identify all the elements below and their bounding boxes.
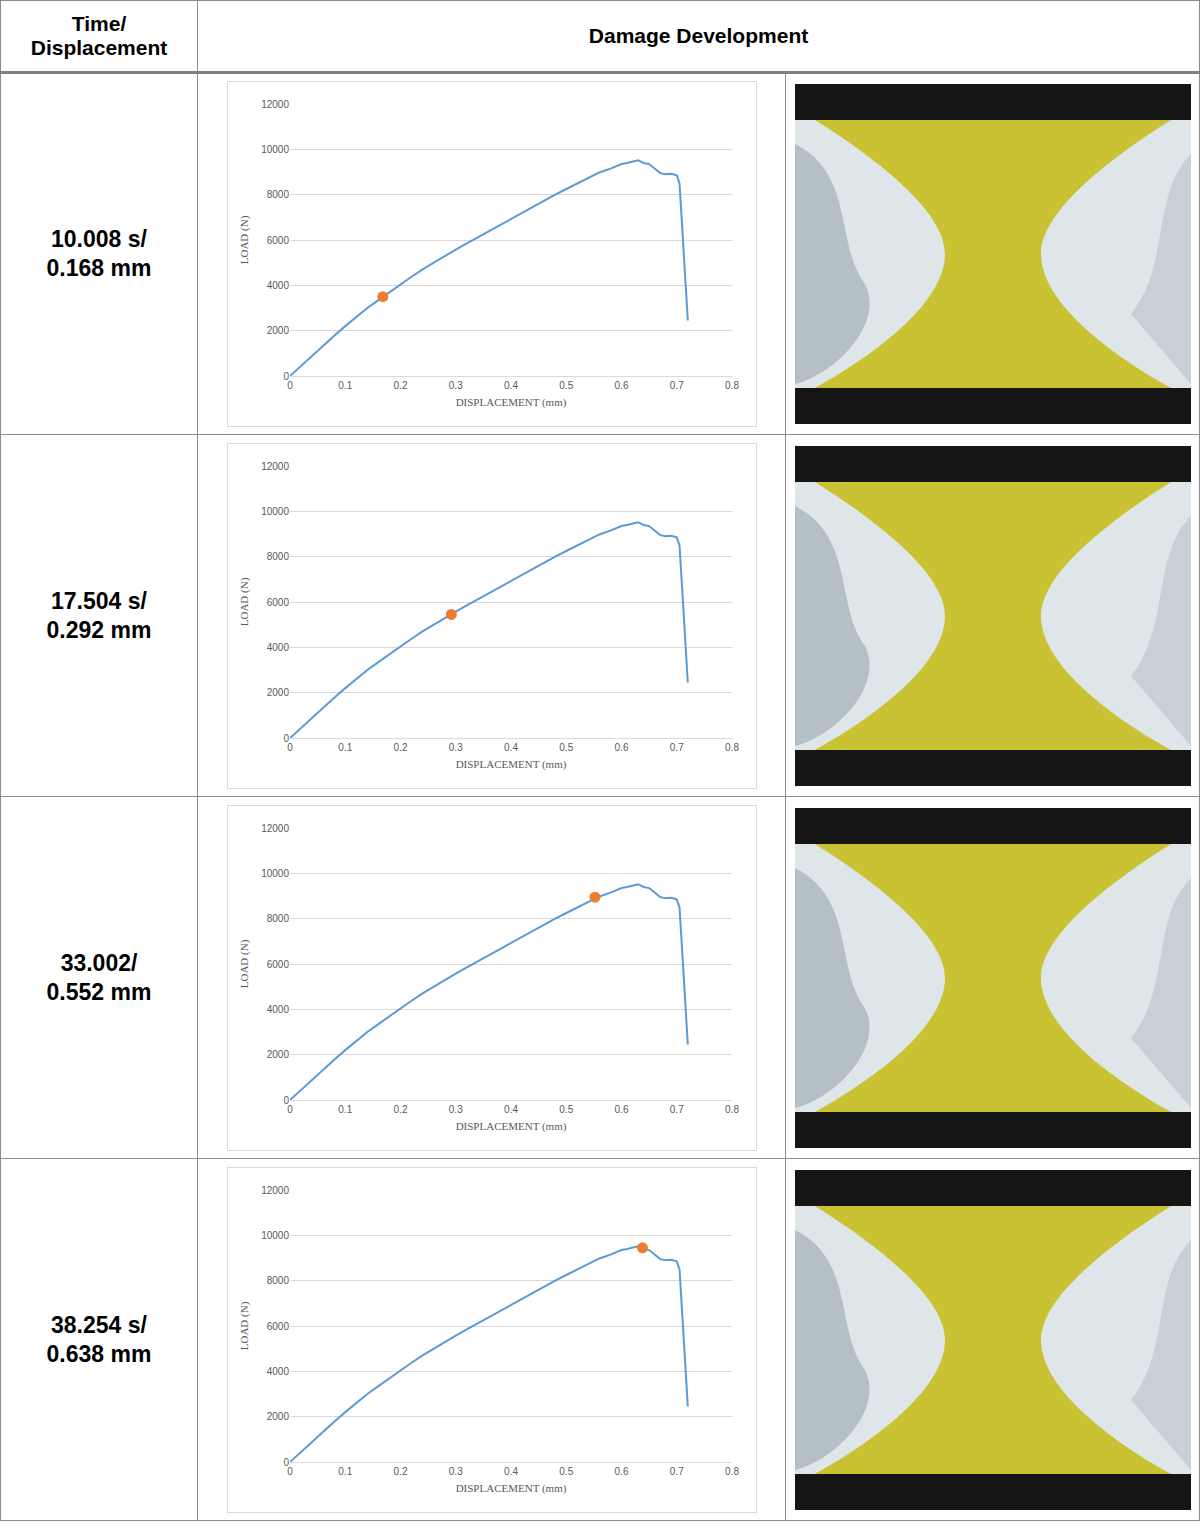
svg-text:12000: 12000 — [261, 460, 289, 471]
svg-text:0.2: 0.2 — [393, 742, 407, 753]
svg-text:12000: 12000 — [261, 99, 289, 110]
svg-text:0.4: 0.4 — [504, 380, 518, 391]
svg-text:2000: 2000 — [266, 1411, 289, 1422]
svg-text:12000: 12000 — [261, 822, 289, 833]
html-text:0.168 mm: 0.168 mm — [46, 255, 152, 281]
svg-text:0: 0 — [287, 380, 293, 391]
svg-text:0.5: 0.5 — [559, 1466, 573, 1477]
svg-text:6000: 6000 — [266, 596, 289, 607]
svg-text:0: 0 — [283, 371, 289, 382]
svg-text:2000: 2000 — [266, 1049, 289, 1060]
svg-text:0.1: 0.1 — [338, 1466, 352, 1477]
svg-text:0.6: 0.6 — [614, 1104, 628, 1115]
svg-text:0.1: 0.1 — [338, 380, 352, 391]
svg-text:0: 0 — [283, 1456, 289, 1467]
svg-text:0.7: 0.7 — [669, 380, 683, 391]
html-text:0.638 mm: 0.638 mm — [46, 1340, 152, 1367]
svg-text:0.6: 0.6 — [614, 742, 628, 753]
svg-text:0.7: 0.7 — [669, 1104, 683, 1115]
svg-text:4000: 4000 — [266, 280, 289, 291]
svg-text:0.5: 0.5 — [559, 742, 573, 753]
svg-text:0.5: 0.5 — [559, 380, 573, 391]
svg-text:10000: 10000 — [261, 144, 289, 155]
html-text:33.002/: 33.002/ — [60, 949, 138, 976]
svg-text:0: 0 — [287, 1466, 293, 1477]
svg-text:0.2: 0.2 — [393, 1104, 407, 1115]
svg-text:0.1: 0.1 — [338, 742, 352, 753]
svg-text:0.7: 0.7 — [669, 742, 683, 753]
svg-text:2000: 2000 — [266, 687, 289, 698]
svg-text:0.4: 0.4 — [504, 742, 518, 753]
svg-text:0: 0 — [287, 1104, 293, 1115]
svg-text:6000: 6000 — [266, 235, 289, 246]
svg-text:10000: 10000 — [261, 505, 289, 516]
svg-text:DISPLACEMENT (mm): DISPLACEMENT (mm) — [455, 396, 566, 409]
svg-text:0.1: 0.1 — [338, 1104, 352, 1115]
html-text:Time/: Time/ — [71, 12, 127, 35]
html-text:Damage Development: Damage Development — [588, 24, 809, 47]
svg-text:DISPLACEMENT (mm): DISPLACEMENT (mm) — [455, 1120, 566, 1133]
svg-text:LOAD (N): LOAD (N) — [237, 939, 250, 988]
html-text:0.292 mm: 0.292 mm — [46, 616, 152, 643]
svg-text:DISPLACEMENT (mm): DISPLACEMENT (mm) — [455, 758, 566, 771]
svg-text:0.3: 0.3 — [448, 1104, 462, 1115]
svg-text:0.8: 0.8 — [725, 742, 739, 753]
svg-text:LOAD (N): LOAD (N) — [237, 577, 250, 626]
svg-text:0.8: 0.8 — [725, 1466, 739, 1477]
svg-text:0: 0 — [287, 742, 293, 753]
svg-text:8000: 8000 — [266, 1275, 289, 1286]
svg-text:LOAD (N): LOAD (N) — [237, 215, 250, 264]
svg-text:0.2: 0.2 — [393, 380, 407, 391]
html-text:Displacement: Displacement — [30, 36, 168, 59]
svg-text:0.4: 0.4 — [504, 1104, 518, 1115]
svg-text:8000: 8000 — [266, 913, 289, 924]
svg-text:0.7: 0.7 — [669, 1466, 683, 1477]
svg-text:0.2: 0.2 — [393, 1466, 407, 1477]
svg-text:4000: 4000 — [266, 1003, 289, 1014]
html-text:0.552 mm: 0.552 mm — [46, 978, 152, 1005]
svg-text:0.3: 0.3 — [448, 380, 462, 391]
svg-text:0: 0 — [283, 1094, 289, 1105]
svg-text:6000: 6000 — [266, 958, 289, 969]
svg-text:8000: 8000 — [266, 189, 289, 200]
svg-text:0: 0 — [283, 732, 289, 743]
svg-text:LOAD (N): LOAD (N) — [237, 1301, 250, 1350]
svg-text:0.6: 0.6 — [614, 1466, 628, 1477]
svg-text:0.8: 0.8 — [725, 1104, 739, 1115]
svg-text:4000: 4000 — [266, 641, 289, 652]
svg-text:0.3: 0.3 — [448, 742, 462, 753]
svg-text:10000: 10000 — [261, 1229, 289, 1240]
svg-text:6000: 6000 — [266, 1320, 289, 1331]
svg-text:12000: 12000 — [261, 1184, 289, 1195]
svg-text:DISPLACEMENT (mm): DISPLACEMENT (mm) — [455, 1482, 566, 1495]
svg-text:0.4: 0.4 — [504, 1466, 518, 1477]
svg-text:10000: 10000 — [261, 867, 289, 878]
svg-text:8000: 8000 — [266, 551, 289, 562]
html-text:10.008 s/: 10.008 s/ — [51, 226, 147, 253]
svg-text:0.5: 0.5 — [559, 1104, 573, 1115]
html-text:38.254 s/: 38.254 s/ — [51, 1311, 147, 1338]
svg-text:2000: 2000 — [266, 325, 289, 336]
svg-text:0.8: 0.8 — [725, 380, 739, 391]
svg-text:4000: 4000 — [266, 1365, 289, 1376]
svg-text:0.3: 0.3 — [448, 1466, 462, 1477]
svg-text:0.6: 0.6 — [614, 380, 628, 391]
html-text:17.504 s/: 17.504 s/ — [51, 587, 147, 614]
